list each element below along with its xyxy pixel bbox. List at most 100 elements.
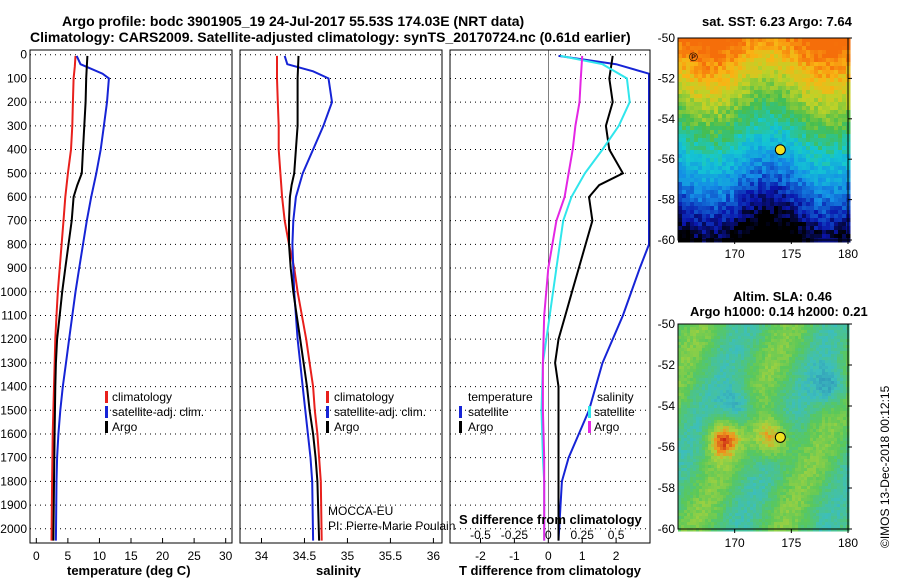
map-cell xyxy=(718,230,723,235)
map-cell xyxy=(828,414,832,418)
map-cell xyxy=(768,360,772,364)
map-cell xyxy=(778,178,783,183)
map-cell xyxy=(840,420,844,424)
map-cell xyxy=(682,54,687,59)
map-cell xyxy=(765,348,769,352)
map-cell xyxy=(819,327,823,331)
map-cell xyxy=(696,408,700,412)
map-cell xyxy=(819,384,823,388)
map-cell xyxy=(842,234,847,239)
map-cell xyxy=(735,327,739,331)
map-cell xyxy=(699,417,703,421)
map-cell xyxy=(687,456,691,460)
map-cell xyxy=(792,411,796,415)
map-cell xyxy=(738,94,743,99)
map-cell xyxy=(834,354,838,358)
map-cell xyxy=(801,324,805,328)
map-cell xyxy=(686,138,691,143)
map-cell xyxy=(726,348,730,352)
map-cell xyxy=(705,345,709,349)
map-cell xyxy=(765,423,769,427)
map-cell xyxy=(834,58,839,63)
map-cell xyxy=(798,142,803,147)
map-cell xyxy=(794,70,799,75)
map-cell xyxy=(720,459,724,463)
map-cell xyxy=(766,194,771,199)
map-cell xyxy=(798,336,802,340)
map-cell xyxy=(774,333,778,337)
map-cell xyxy=(765,420,769,424)
map-cell xyxy=(734,202,739,207)
map-cell xyxy=(814,214,819,219)
map-cell xyxy=(714,441,718,445)
map-cell xyxy=(786,94,791,99)
map-cell xyxy=(843,417,847,421)
map-cell xyxy=(686,58,691,63)
map-cell xyxy=(778,66,783,71)
map-cell xyxy=(831,420,835,424)
map-cell xyxy=(778,226,783,231)
map-cell xyxy=(702,142,707,147)
map-cell xyxy=(711,417,715,421)
map-cell xyxy=(681,402,685,406)
map-cell xyxy=(723,444,727,448)
map-cell xyxy=(702,222,707,227)
map-cell xyxy=(720,450,724,454)
map-cell xyxy=(754,182,759,187)
map-cell xyxy=(830,198,835,203)
map-cell xyxy=(804,399,808,403)
map-cell xyxy=(816,363,820,367)
map-cell xyxy=(778,58,783,63)
map-cell xyxy=(831,372,835,376)
map-cell xyxy=(786,186,791,191)
map-cell xyxy=(795,384,799,388)
map-cell xyxy=(758,70,763,75)
map-cell xyxy=(834,154,839,159)
map-cell xyxy=(814,90,819,95)
map-cell xyxy=(802,130,807,135)
map-cell xyxy=(834,327,838,331)
map-cell xyxy=(711,429,715,433)
map-cell xyxy=(753,432,757,436)
map-cell xyxy=(826,70,831,75)
map-cell xyxy=(780,453,784,457)
map-cell xyxy=(790,134,795,139)
map-cell xyxy=(790,102,795,107)
map-cell xyxy=(738,230,743,235)
map-cell xyxy=(810,62,815,67)
map-cell xyxy=(734,142,739,147)
map-cell xyxy=(777,456,781,460)
map-cell xyxy=(822,106,827,111)
map-cell xyxy=(726,459,730,463)
map-cell xyxy=(702,357,706,361)
map-cell xyxy=(792,348,796,352)
map-cell xyxy=(843,405,847,409)
map-cell xyxy=(790,198,795,203)
map-cell xyxy=(699,402,703,406)
map-cell xyxy=(718,46,723,51)
map-cell xyxy=(794,150,799,155)
map-cell xyxy=(822,46,827,51)
map-cell xyxy=(699,372,703,376)
map-cell xyxy=(681,381,685,385)
map-cell xyxy=(771,372,775,376)
map-cell xyxy=(834,411,838,415)
map-cell xyxy=(698,78,703,83)
map-cell xyxy=(822,366,826,370)
map-cell xyxy=(810,429,814,433)
map-cell xyxy=(702,122,707,127)
map-cell xyxy=(806,174,811,179)
map-cell xyxy=(802,198,807,203)
map-cell xyxy=(795,444,799,448)
map-cell xyxy=(842,182,847,187)
map-cell xyxy=(702,174,707,179)
map-cell xyxy=(777,450,781,454)
map-cell xyxy=(786,206,791,211)
map-cell xyxy=(734,182,739,187)
map-cell xyxy=(801,375,805,379)
map-cell xyxy=(678,324,682,328)
series-temperature-argo xyxy=(554,55,625,541)
map-cell xyxy=(798,66,803,71)
map-cell xyxy=(825,423,829,427)
map-cell xyxy=(682,142,687,147)
